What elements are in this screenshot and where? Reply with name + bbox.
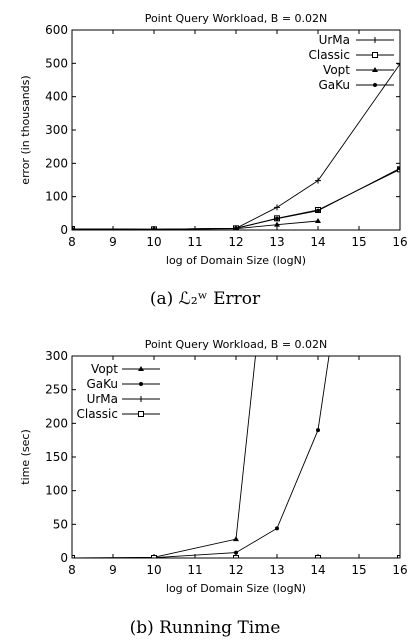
data-point-vopt — [274, 221, 280, 227]
x-tick-label: 9 — [109, 563, 117, 577]
legend-marker — [372, 67, 378, 72]
x-tick-label: 9 — [109, 235, 117, 249]
legend-label: GaKu — [86, 377, 118, 391]
legend-marker — [372, 37, 378, 43]
data-point-urma — [397, 61, 400, 67]
plot-frame — [71, 355, 401, 559]
data-point-urma — [315, 177, 321, 184]
legend-label: Vopt — [323, 63, 350, 77]
data-point-classic — [315, 555, 321, 558]
series-classic — [72, 166, 400, 230]
legend-marker — [138, 396, 144, 402]
data-point-gaku — [275, 216, 279, 221]
y-tick-label: 50 — [53, 517, 68, 531]
legend-entry-vopt: Vopt — [91, 362, 160, 376]
data-point-vopt — [233, 536, 239, 542]
y-tick-label: 300 — [45, 123, 68, 137]
x-tick-label: 12 — [228, 235, 243, 249]
legend-marker — [138, 411, 144, 417]
x-tick-label: 10 — [146, 563, 161, 577]
x-tick-label: 8 — [68, 235, 76, 249]
legend-entry-urma: UrMa — [87, 392, 160, 406]
y-tick-label: 100 — [45, 190, 68, 204]
x-tick-label: 15 — [351, 563, 366, 577]
x-tick-label: 14 — [310, 235, 325, 249]
data-point-gaku — [316, 208, 320, 213]
x-tick-label: 10 — [146, 235, 161, 249]
legend-label: Vopt — [91, 362, 118, 376]
series-line-gaku — [72, 167, 400, 230]
series-gaku — [72, 166, 400, 230]
y-tick-label: 100 — [45, 484, 68, 498]
chart-title: Point Query Workload, B = 0.02N — [145, 12, 328, 25]
data-point-urma — [274, 204, 280, 211]
legend-marker — [373, 83, 377, 87]
series-vopt — [72, 356, 256, 558]
y-tick-label: 0 — [60, 223, 68, 237]
series-line-urma — [72, 63, 400, 230]
legend-entry-gaku: GaKu — [86, 377, 160, 391]
legend-label: UrMa — [87, 392, 118, 406]
x-tick-label: 14 — [310, 563, 325, 577]
x-tick-label: 11 — [187, 235, 202, 249]
y-tick-label: 500 — [45, 56, 68, 70]
y-tick-label: 0 — [60, 551, 68, 565]
legend-entry-classic: Classic — [308, 48, 394, 62]
x-tick-label: 13 — [269, 235, 284, 249]
legend-entry-vopt: Vopt — [323, 63, 394, 77]
legend-entry-gaku: GaKu — [318, 78, 394, 92]
caption-b: (b) Running Time — [129, 618, 281, 638]
y-tick-label: 250 — [45, 383, 68, 397]
x-tick-label: 15 — [351, 235, 366, 249]
y-tick-label: 200 — [45, 416, 68, 430]
x-tick-label: 12 — [228, 563, 243, 577]
series-classic — [72, 555, 400, 558]
legend-label: UrMa — [319, 33, 350, 47]
legend-entry-urma: UrMa — [319, 33, 394, 47]
x-tick-label: 16 — [392, 563, 407, 577]
y-axis-label: error (in thousands) — [19, 75, 32, 184]
y-axis-label: time (sec) — [19, 429, 32, 484]
data-point-classic — [72, 555, 75, 558]
x-axis-label: log of Domain Size (logN) — [166, 254, 306, 267]
x-axis-label: log of Domain Size (logN) — [166, 582, 306, 595]
y-tick-label: 600 — [45, 23, 68, 37]
y-tick-label: 200 — [45, 156, 68, 170]
data-point-vopt — [315, 218, 321, 223]
data-point-classic — [397, 555, 400, 558]
legend-label: GaKu — [318, 78, 350, 92]
y-tick-label: 300 — [45, 349, 68, 363]
x-tick-label: 8 — [68, 563, 76, 577]
caption-a: (a) ℒ₂ʷ Error — [149, 289, 261, 309]
series-urma — [72, 61, 400, 230]
legend-label: Classic — [308, 48, 350, 62]
chart-title: Point Query Workload, B = 0.02N — [145, 338, 328, 351]
plot-frame — [71, 29, 401, 231]
x-tick-label: 13 — [269, 563, 284, 577]
data-point-gaku — [275, 526, 279, 531]
legend-label: Classic — [76, 407, 118, 421]
data-point-gaku — [316, 428, 320, 433]
legend-marker — [372, 52, 378, 58]
y-tick-label: 150 — [45, 450, 68, 464]
y-tick-label: 400 — [45, 90, 68, 104]
data-point-classic — [151, 555, 157, 558]
series-line-classic — [72, 168, 400, 230]
data-point-gaku — [234, 550, 238, 555]
data-point-classic — [233, 555, 239, 558]
legend-marker — [139, 382, 143, 386]
legend-marker — [138, 366, 144, 371]
x-tick-label: 16 — [392, 235, 407, 249]
legend-entry-classic: Classic — [76, 407, 160, 421]
data-point-gaku — [152, 227, 156, 230]
x-tick-label: 11 — [187, 563, 202, 577]
data-point-gaku — [234, 226, 238, 230]
